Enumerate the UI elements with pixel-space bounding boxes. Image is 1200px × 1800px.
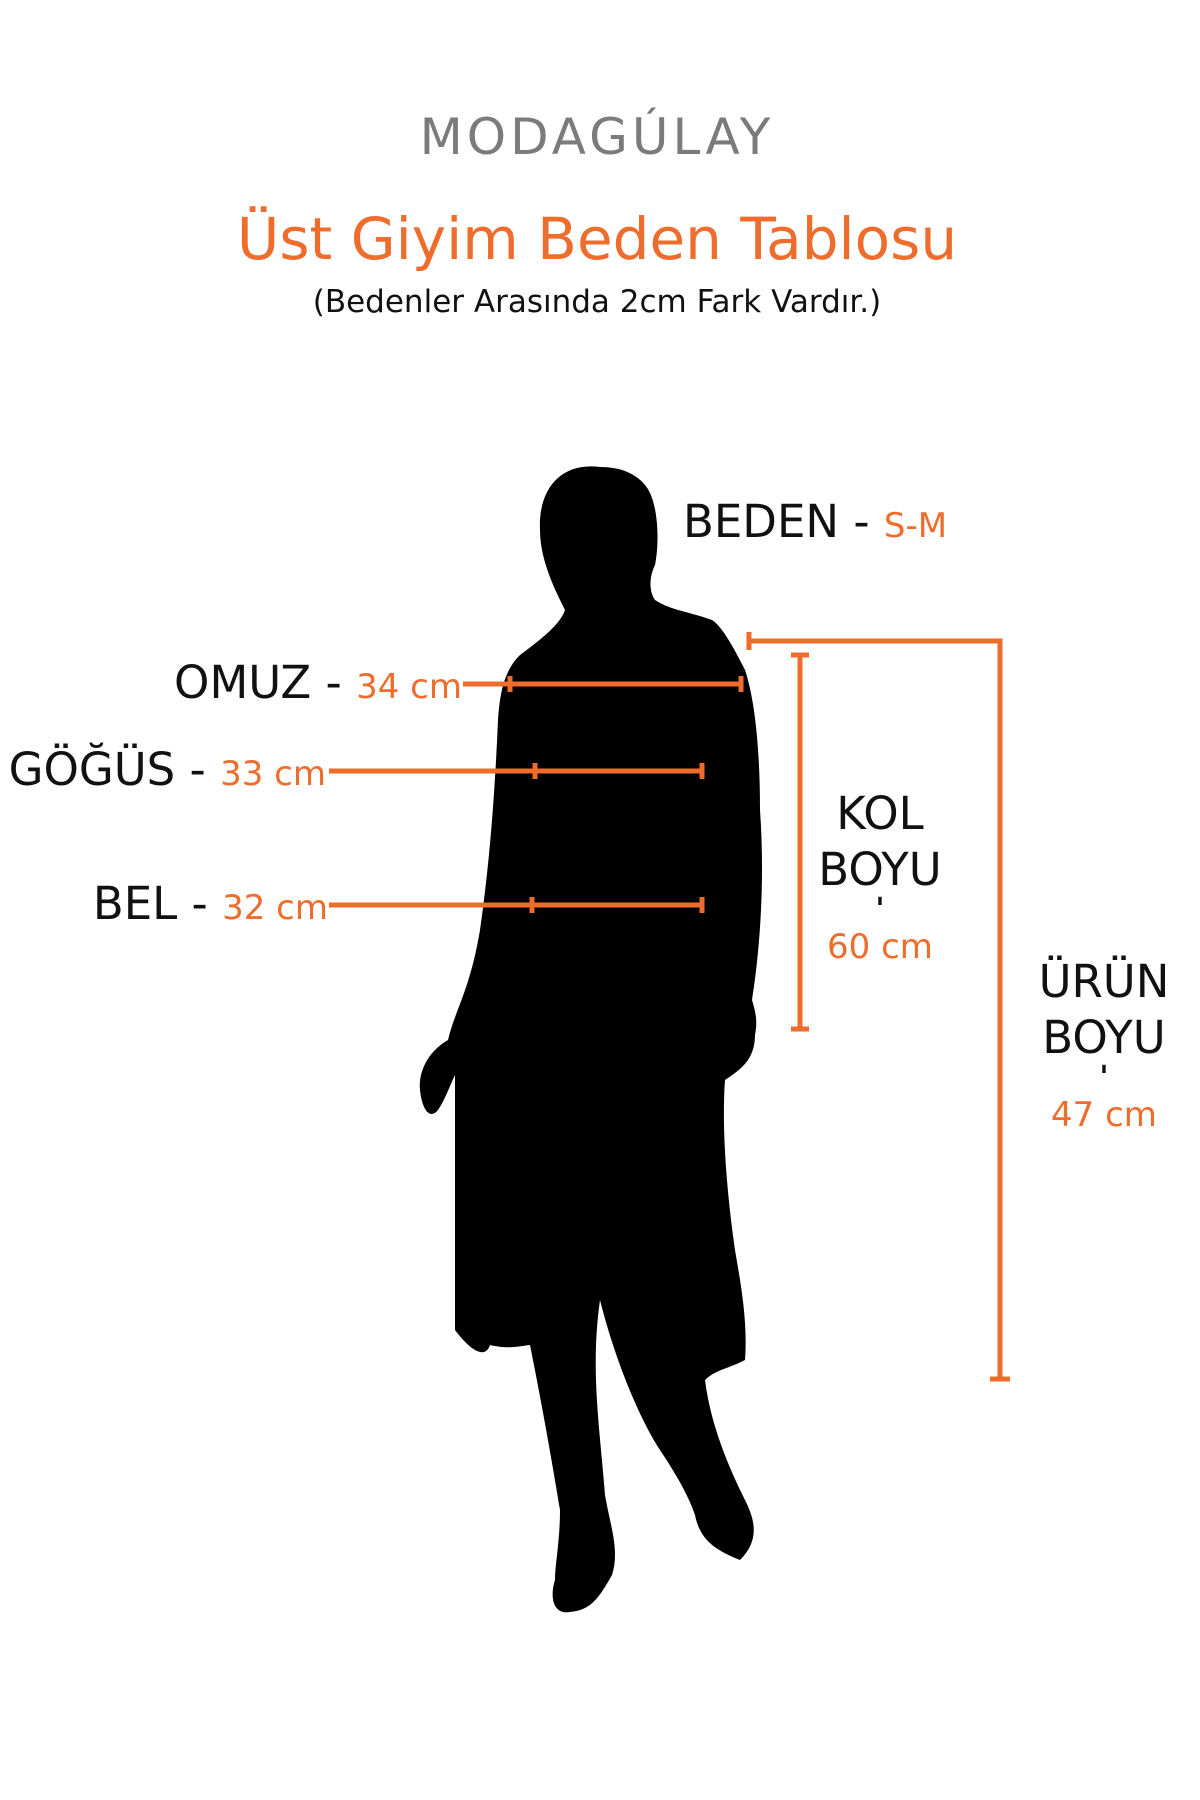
size-label: BEDEN - [683,495,870,548]
waist-value: 32 cm [222,888,328,928]
length-label-line2: BOYU [1042,1011,1166,1064]
chest-row: GÖĞÜS - 33 cm [9,743,326,796]
size-value: S-M [883,506,948,546]
person-silhouette [419,466,763,1613]
length-label-line1: ÜRÜN [1038,955,1170,1008]
brand-logo: MODAGÚLAY [419,108,775,166]
waist-row: BEL - 32 cm [93,877,328,930]
measure-lines [329,632,1010,1382]
chest-value: 33 cm [220,754,326,794]
length-value: 47 cm [1051,1095,1157,1135]
sleeve-label-line1: KOL [836,787,924,840]
length-bracket [749,638,1003,1379]
sleeve-value: 60 cm [827,927,933,967]
sleeve-label-block: KOL BOYU ' 60 cm [818,786,941,972]
length-separator: ' [1099,1060,1109,1095]
shoulder-label: OMUZ - [174,656,342,709]
sleeve-label-line2: BOYU [818,843,942,896]
size-row: BEDEN - S-M [683,495,947,548]
waist-label: BEL - [92,877,208,930]
page-title: Üst Giyim Beden Tablosu [236,205,958,273]
page-subtitle: (Bedenler Arasında 2cm Fark Vardır.) [312,284,882,320]
length-label-block: ÜRÜN BOYU ' 47 cm [1039,954,1170,1140]
sleeve-separator: ' [875,892,885,927]
chest-label: GÖĞÜS - [8,743,206,796]
shoulder-row: OMUZ - 34 cm [174,656,462,709]
shoulder-value: 34 cm [356,667,462,707]
